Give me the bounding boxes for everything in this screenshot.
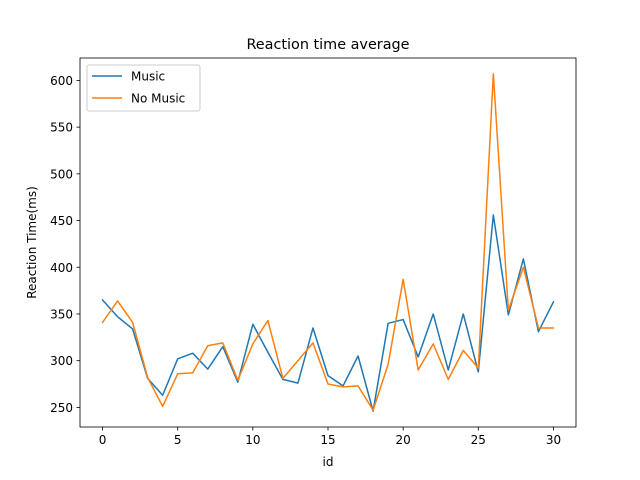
series-line-music — [101, 214, 555, 412]
x-tick-label: 0 — [99, 433, 107, 447]
x-tick-label: 5 — [174, 433, 182, 447]
legend-label-music: Music — [131, 70, 165, 84]
x-tick-label: 30 — [546, 433, 561, 447]
y-tick-label: 400 — [50, 261, 73, 275]
y-tick-label: 600 — [50, 74, 73, 88]
x-tick-label: 20 — [396, 433, 411, 447]
legend: Music No Music — [86, 64, 201, 112]
plot-area-frame — [79, 57, 577, 428]
series-line-no-music — [101, 73, 555, 411]
y-tick-label: 350 — [50, 307, 73, 321]
x-tick-label: 10 — [245, 433, 260, 447]
y-tick-label: 550 — [50, 121, 73, 135]
x-tick-label: 25 — [471, 433, 486, 447]
chart-title: Reaction time average — [246, 37, 409, 53]
x-tick-label: 15 — [320, 433, 335, 447]
y-tick-label: 500 — [50, 167, 73, 181]
x-axis-label: id — [323, 455, 334, 469]
y-tick-label: 450 — [50, 214, 73, 228]
y-tick-label: 300 — [50, 354, 73, 368]
y-tick-label: 250 — [50, 401, 73, 415]
legend-label-no-music: No Music — [131, 92, 185, 106]
y-axis-label: Reaction Time(ms) — [25, 186, 39, 299]
